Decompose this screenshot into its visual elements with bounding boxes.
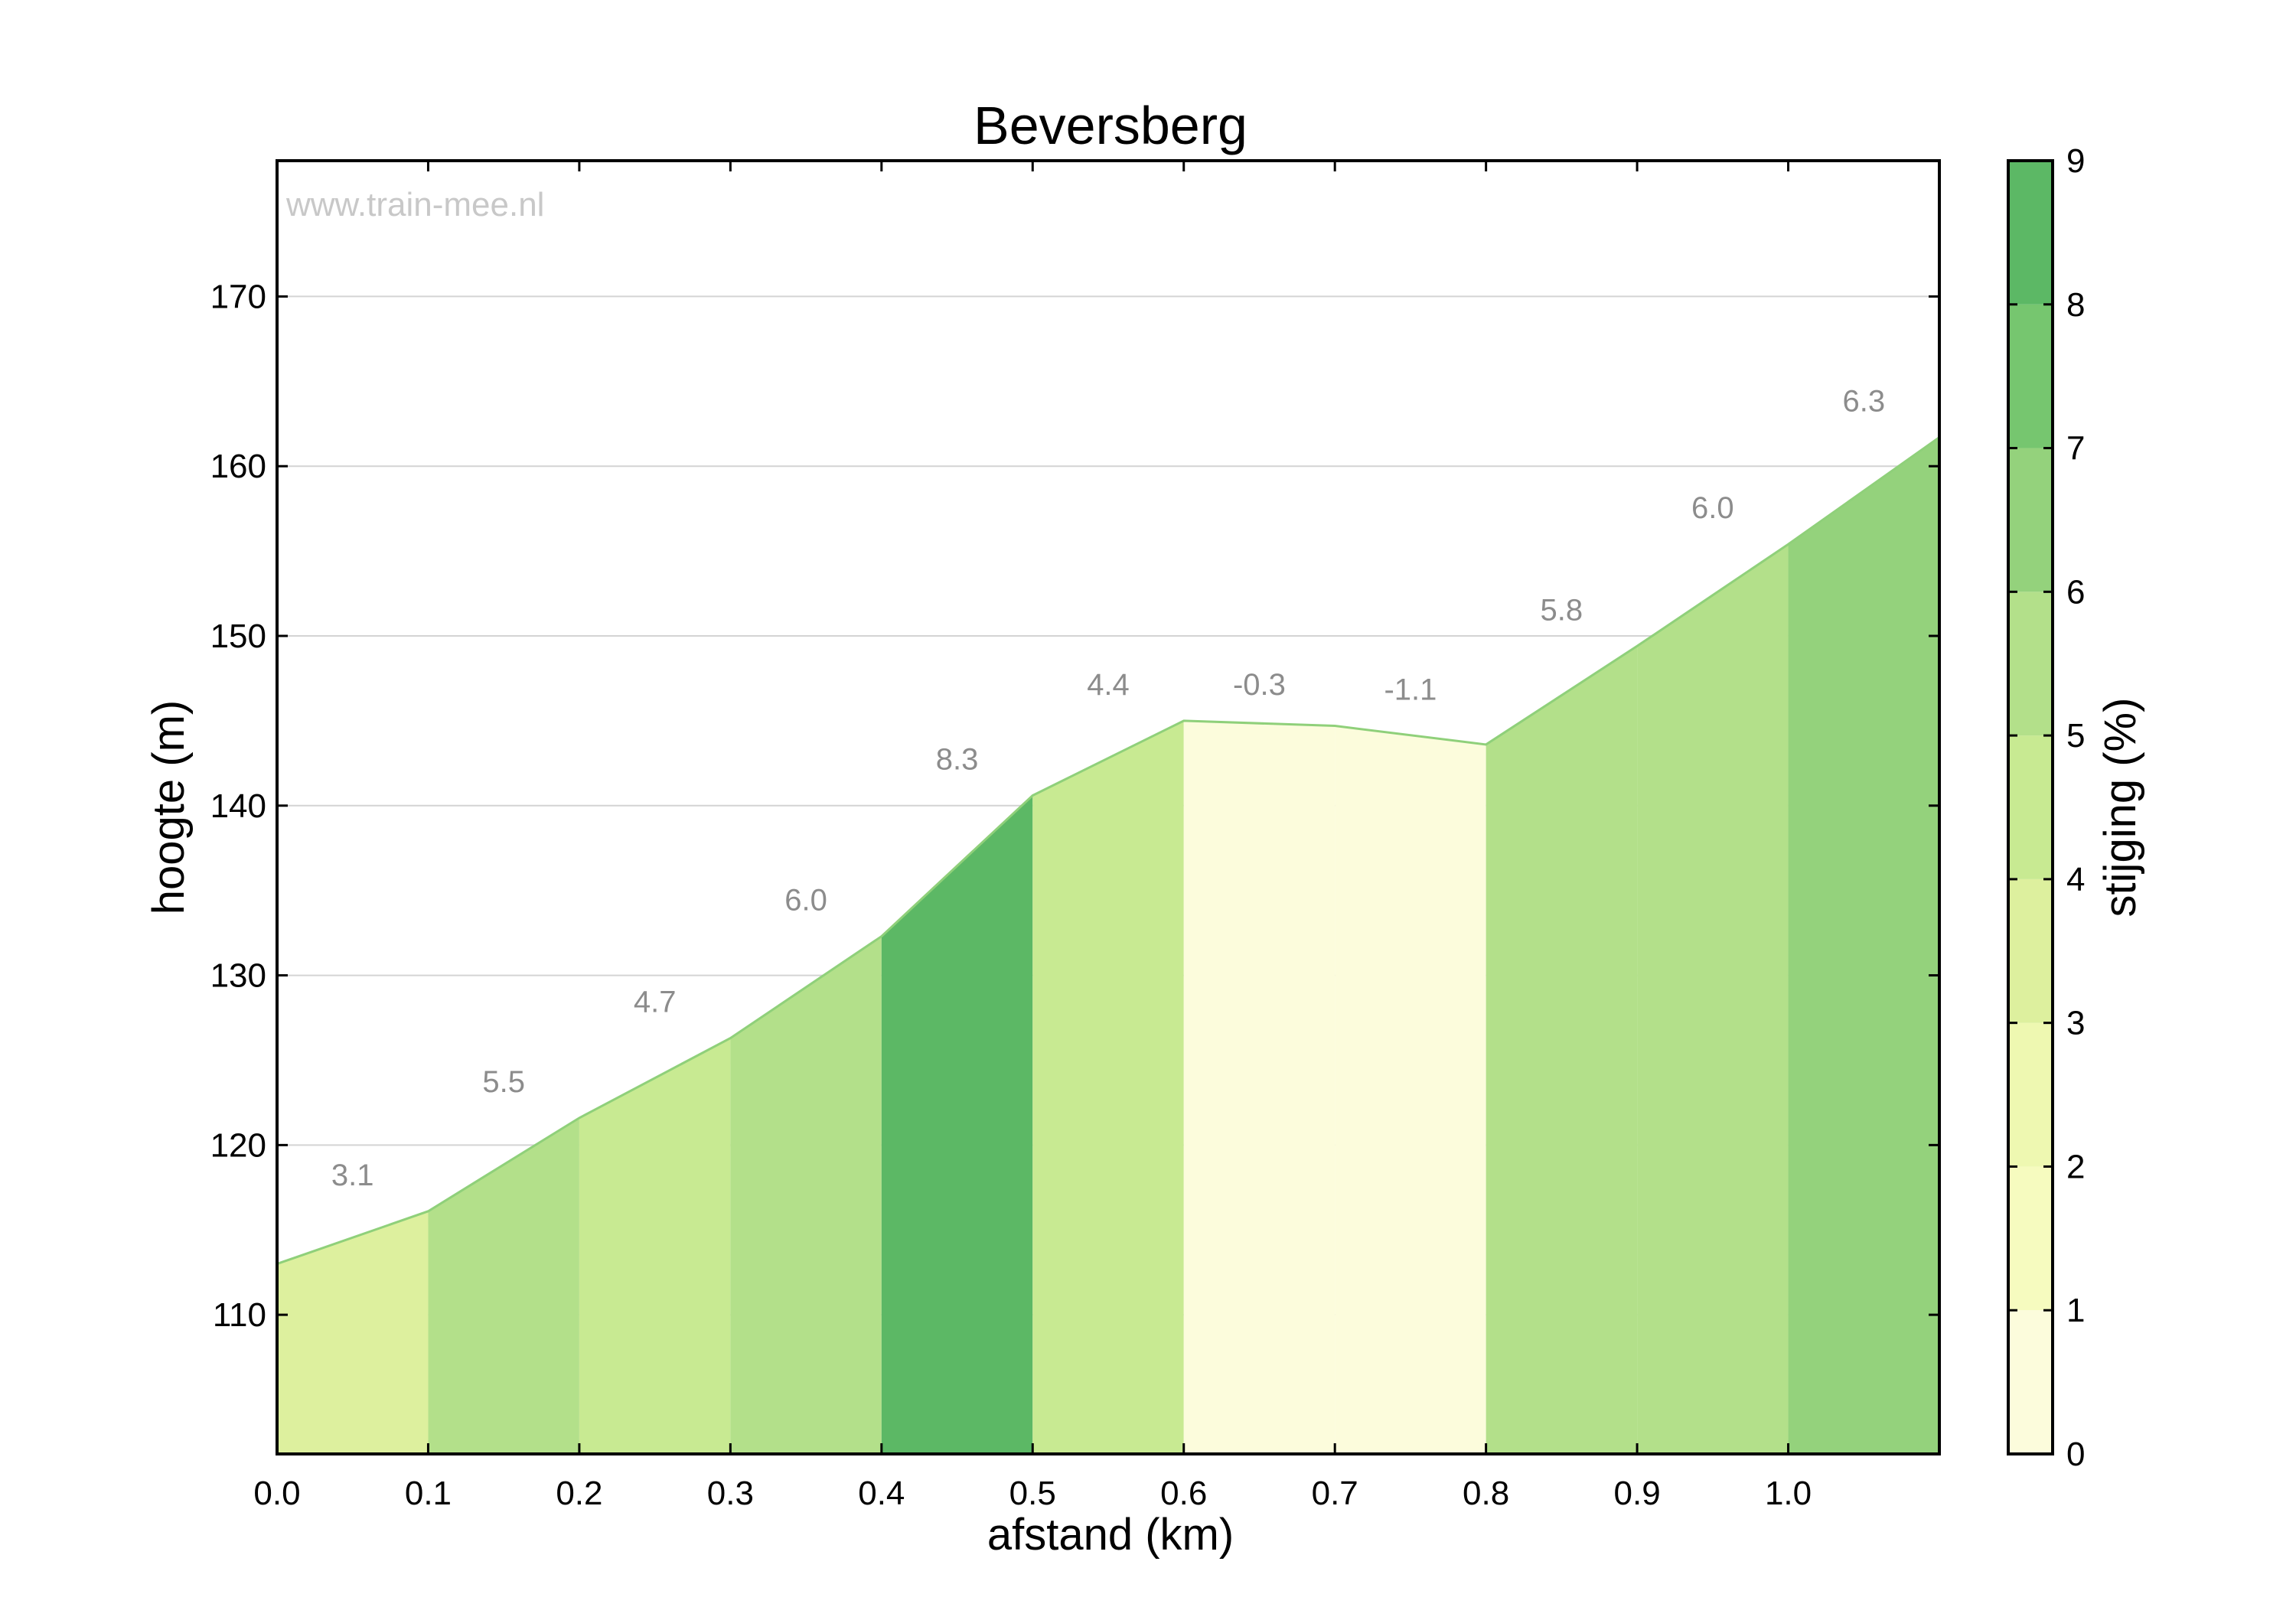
colorbar-tick-label: 1: [2066, 1292, 2085, 1329]
colorbar-tick-label: 5: [2066, 717, 2085, 755]
chart-title: Beversberg: [974, 96, 1247, 155]
colorbar-band: [2008, 878, 2053, 1023]
grade-labels: 3.1 5.5 4.7 6.0 8.3 4.4 -0.3 -1.1 5.8 6.0 6.3: [331, 385, 1885, 1192]
colorbar-tick-label: 3: [2066, 1005, 2085, 1042]
grade-label: 4.7: [634, 986, 677, 1019]
grade-label: 6.3: [1842, 385, 1885, 419]
y-tick-label: 120: [210, 1126, 266, 1164]
colorbar-bands: [2008, 161, 2053, 1454]
grade-label: 5.5: [482, 1065, 525, 1099]
x-axis-ticks: 0.0 0.1 0.2 0.3 0.4 0.5 0.6 0.7 0.8 0.9 1.0: [253, 161, 1812, 1512]
colorbar-band: [2008, 592, 2053, 736]
colorbar-tick-label: 2: [2066, 1148, 2085, 1185]
grade-label: 6.0: [1691, 491, 1734, 525]
grade-label: 4.4: [1087, 668, 1130, 702]
colorbar-tick-label: 0: [2066, 1436, 2085, 1473]
plot-area: 3.15.54.76.08.34.4 -0.3 -1.15.86.06.3 0.0 0…: [210, 159, 1941, 1512]
y-axis-label: hoogte (m): [144, 700, 194, 914]
plot-frame: [276, 159, 1941, 1455]
grade-label: 8.3: [936, 742, 979, 776]
y-tick-label: 170: [210, 278, 266, 315]
colorbar-band: [2008, 1310, 2053, 1454]
grade-segments: [277, 437, 1939, 1454]
grade-segment: [1637, 544, 1789, 1454]
grade-segment: [1335, 725, 1486, 1454]
grade-segment: [579, 1038, 731, 1454]
x-axis-label: afstand (km): [987, 1510, 1234, 1560]
colorbar-tick-label: 8: [2066, 286, 2085, 324]
grade-segment: [1183, 720, 1336, 1454]
y-tick-label: 150: [210, 618, 266, 655]
grade-label: 6.0: [784, 884, 827, 918]
colorbar-band: [2008, 735, 2053, 879]
colorbar-ticks: 0 1 2 3 4 5 6 7 8 9: [2008, 142, 2085, 1473]
grade-label: -0.3: [1233, 668, 1286, 702]
x-tick-label: 0.3: [707, 1475, 754, 1512]
elevation-line: [276, 436, 1940, 1266]
colorbar-tick-label: 4: [2066, 861, 2085, 898]
colorbar-band: [2008, 1166, 2053, 1311]
grade-label: 3.1: [331, 1159, 374, 1192]
grade-segment: [730, 936, 882, 1454]
y-tick-label: 140: [210, 787, 266, 825]
x-tick-label: 0.6: [1160, 1475, 1207, 1512]
x-tick-label: 1.0: [1765, 1475, 1812, 1512]
x-tick-label: 0.2: [556, 1475, 602, 1512]
grade-label: 5.8: [1541, 593, 1583, 627]
x-tick-label: 0.0: [253, 1475, 300, 1512]
grade-segment: [881, 795, 1033, 1454]
colorbar-frame: [2007, 159, 2054, 1455]
colorbar-band: [2008, 1022, 2053, 1167]
colorbar-band: [2008, 304, 2053, 448]
y-tick-label: 160: [210, 448, 266, 485]
grade-segment: [277, 1211, 429, 1454]
x-tick-label: 0.5: [1009, 1475, 1056, 1512]
x-tick-label: 0.8: [1463, 1475, 1509, 1512]
grade-segment: [1032, 720, 1184, 1454]
y-axis-ticks: 110 120 130 140 150 160 170: [210, 278, 1939, 1334]
y-tick-label: 110: [213, 1296, 266, 1334]
colorbar-band: [2008, 448, 2053, 592]
x-tick-label: 0.9: [1614, 1475, 1661, 1512]
watermark: www.train-mee.nl: [285, 186, 544, 223]
colorbar-tick-label: 6: [2066, 573, 2085, 611]
grade-segment: [1788, 437, 1939, 1454]
colorbar-tick-label: 9: [2066, 142, 2085, 180]
x-tick-label: 0.7: [1312, 1475, 1358, 1512]
x-tick-label: 0.1: [405, 1475, 452, 1512]
colorbar-label: stijging (%): [2095, 698, 2145, 918]
x-tick-label: 0.4: [858, 1475, 905, 1512]
grade-segment: [428, 1117, 579, 1454]
grade-segment: [1486, 646, 1638, 1454]
colorbar-tick-label: 7: [2066, 430, 2085, 468]
y-tick-label: 130: [210, 957, 266, 995]
colorbar: 0 1 2 3 4 5 6 7 8 9 stijging (%): [2007, 142, 2145, 1473]
grade-label: -1.1: [1384, 673, 1437, 707]
colorbar-band: [2008, 161, 2053, 305]
